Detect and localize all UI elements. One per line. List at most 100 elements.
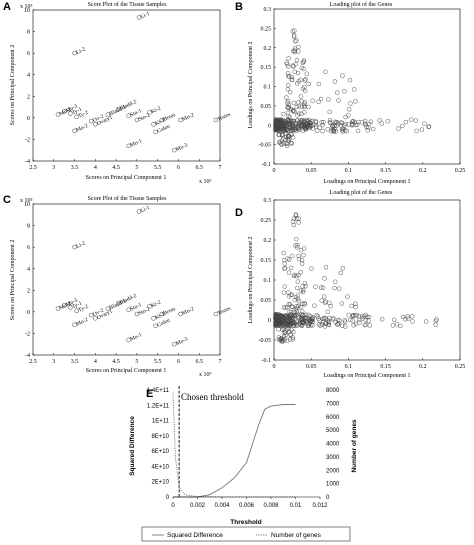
panel-b-gene-point <box>330 127 335 132</box>
panel-b-gene-point <box>332 119 338 125</box>
panel-b-gene-point <box>295 113 300 118</box>
panel-b-gene-point <box>296 100 301 105</box>
panel-a-xtick-label: 4.5 <box>112 165 120 171</box>
panel-b-gene-point <box>341 123 347 128</box>
panel-d-gene-point <box>283 305 288 311</box>
panel-d-gene-point <box>294 273 299 279</box>
panel-b-ytick-label: 0.1 <box>264 85 272 91</box>
panel-d-gene-point <box>328 303 333 309</box>
panel-letter-c: C <box>3 194 11 206</box>
panel-b-gene-point <box>377 118 382 123</box>
panel-c-xtick-label: 6.5 <box>195 359 203 365</box>
panel-d-gene-point <box>306 323 312 328</box>
panel-d-gene-point <box>338 270 344 276</box>
panel-c-xtick-label: 6 <box>177 359 180 365</box>
panel-b-gene-point <box>286 136 292 141</box>
panel-b-gene-point <box>304 119 310 124</box>
panel-e-ytick-left-label: 1E+11 <box>152 419 170 425</box>
panel-b-gene-point <box>327 109 332 115</box>
panel-d-gene-point <box>293 213 299 218</box>
panel-d-gene-point <box>320 319 326 325</box>
panel-d-gene-point <box>299 312 304 317</box>
panel-d-gene-point <box>281 319 287 325</box>
panel-a-sample-point <box>93 122 98 127</box>
panel-b-gene-point <box>291 48 296 54</box>
panel-b-gene-point <box>334 119 340 125</box>
panel-b-gene-point <box>291 118 297 124</box>
panel-c-sample-point <box>213 311 219 317</box>
panel-c-sample-label: Mo-3 <box>65 297 79 308</box>
panel-e-ytick-left-label: 2E+10 <box>151 480 169 486</box>
panel-d-gene-point <box>295 314 301 319</box>
panel-e-ytick-left-label: 1.2E+11 <box>147 403 170 409</box>
panel-d-gene-point <box>285 256 290 261</box>
panel-b-gene-point <box>362 121 368 127</box>
panel-a-ymultiplier: x 10⁵ <box>20 4 33 10</box>
panel-a-sample-label: Ki-1 <box>154 117 166 127</box>
panel-d-gene-point <box>290 304 295 310</box>
panel-b-gene-point <box>292 69 297 75</box>
panel-b-gene-point <box>278 124 283 129</box>
panel-d-gene-point <box>299 316 305 321</box>
panel-d-gene-point <box>288 332 293 337</box>
panel-e-series-squared-difference <box>173 404 296 498</box>
panel-d-gene-point <box>353 321 359 327</box>
panel-d-gene-point <box>298 270 304 275</box>
panel-c-ymultiplier: x 10⁵ <box>20 198 33 204</box>
panel-a-xtick-label: 5.5 <box>154 165 162 171</box>
panel-d-gene-point <box>286 314 292 320</box>
panel-b-gene-point <box>294 38 299 43</box>
panel-c-sample-point <box>72 322 77 328</box>
panel-b-ytick-label: 0.3 <box>264 7 272 13</box>
panel-c-sample-label: Sto-1 <box>129 302 143 313</box>
panel-b-gene-point <box>296 44 301 50</box>
panel-b-gene-point <box>285 98 291 104</box>
panel-b-gene-point <box>303 76 308 82</box>
panel-a-sample-point <box>72 50 77 56</box>
panel-b-gene-point <box>306 104 311 110</box>
panel-b-gene-point <box>294 57 300 63</box>
panel-a: A Score Plot of the Tissue Samples 2.5 3 3… <box>3 1 232 185</box>
panel-c-sample-point <box>72 244 77 250</box>
panel-d-gene-point <box>310 319 315 324</box>
panel-e-marks <box>172 386 296 498</box>
panel-d-gene-point <box>335 317 341 323</box>
panel-d-gene-point <box>350 318 355 323</box>
panel-b-gene-point <box>306 122 311 127</box>
panel-a-xtick-label: 3 <box>52 165 55 171</box>
panel-d-gene-point <box>323 299 328 304</box>
panel-d-ytick-label: 0.05 <box>261 298 272 304</box>
panel-d-gene-point <box>299 315 305 320</box>
panel-d-gene-point <box>296 220 301 225</box>
panel-d-gene-point <box>291 273 297 279</box>
panel-b-gene-point <box>299 65 304 71</box>
panel-d-gene-point <box>321 315 327 321</box>
panel-c-xmultiplier: x 10⁶ <box>199 372 212 378</box>
panel-e-ytick-left-label: 1.4E+11 <box>147 388 170 394</box>
panel-d-gene-point <box>286 301 291 307</box>
panel-a-xtick-label: 6 <box>177 165 180 171</box>
panel-b-gene-point <box>299 118 305 124</box>
panel-a-sample-point <box>134 117 140 123</box>
panel-b-gene-point <box>290 29 296 34</box>
panel-b-gene-point <box>302 100 308 105</box>
panel-c-xtick-label: 4 <box>94 359 97 365</box>
panel-d-gene-point <box>289 292 295 297</box>
panel-d-gene-point <box>351 323 356 328</box>
panel-a-xtick-label: 6.5 <box>195 165 203 171</box>
panel-b-gene-point <box>333 129 339 134</box>
panel-b-gene-point <box>286 74 292 79</box>
panel-a-sample-point <box>105 112 111 117</box>
panel-b-gene-point <box>385 119 390 124</box>
panel-b-gene-point <box>285 141 290 147</box>
panel-b-gene-point <box>280 132 285 137</box>
panel-a-axes: 2.5 3 3.5 4 4.5 5 5.5 6 6.5 7 -4 -2 0 2 4 6 8 10 <box>24 8 222 171</box>
panel-d-gene-point <box>335 322 340 327</box>
panel-d-gene-point <box>316 322 322 327</box>
panel-d-ytick-label: 0.2 <box>264 238 272 244</box>
panel-b-gene-point <box>274 125 279 131</box>
panel-e-legend-box <box>141 526 351 542</box>
panel-b-ytick-label: 0.15 <box>261 65 272 71</box>
panel-a-sample-label: Colon <box>156 123 171 134</box>
panel-c-ytick-label: 2 <box>27 288 30 294</box>
